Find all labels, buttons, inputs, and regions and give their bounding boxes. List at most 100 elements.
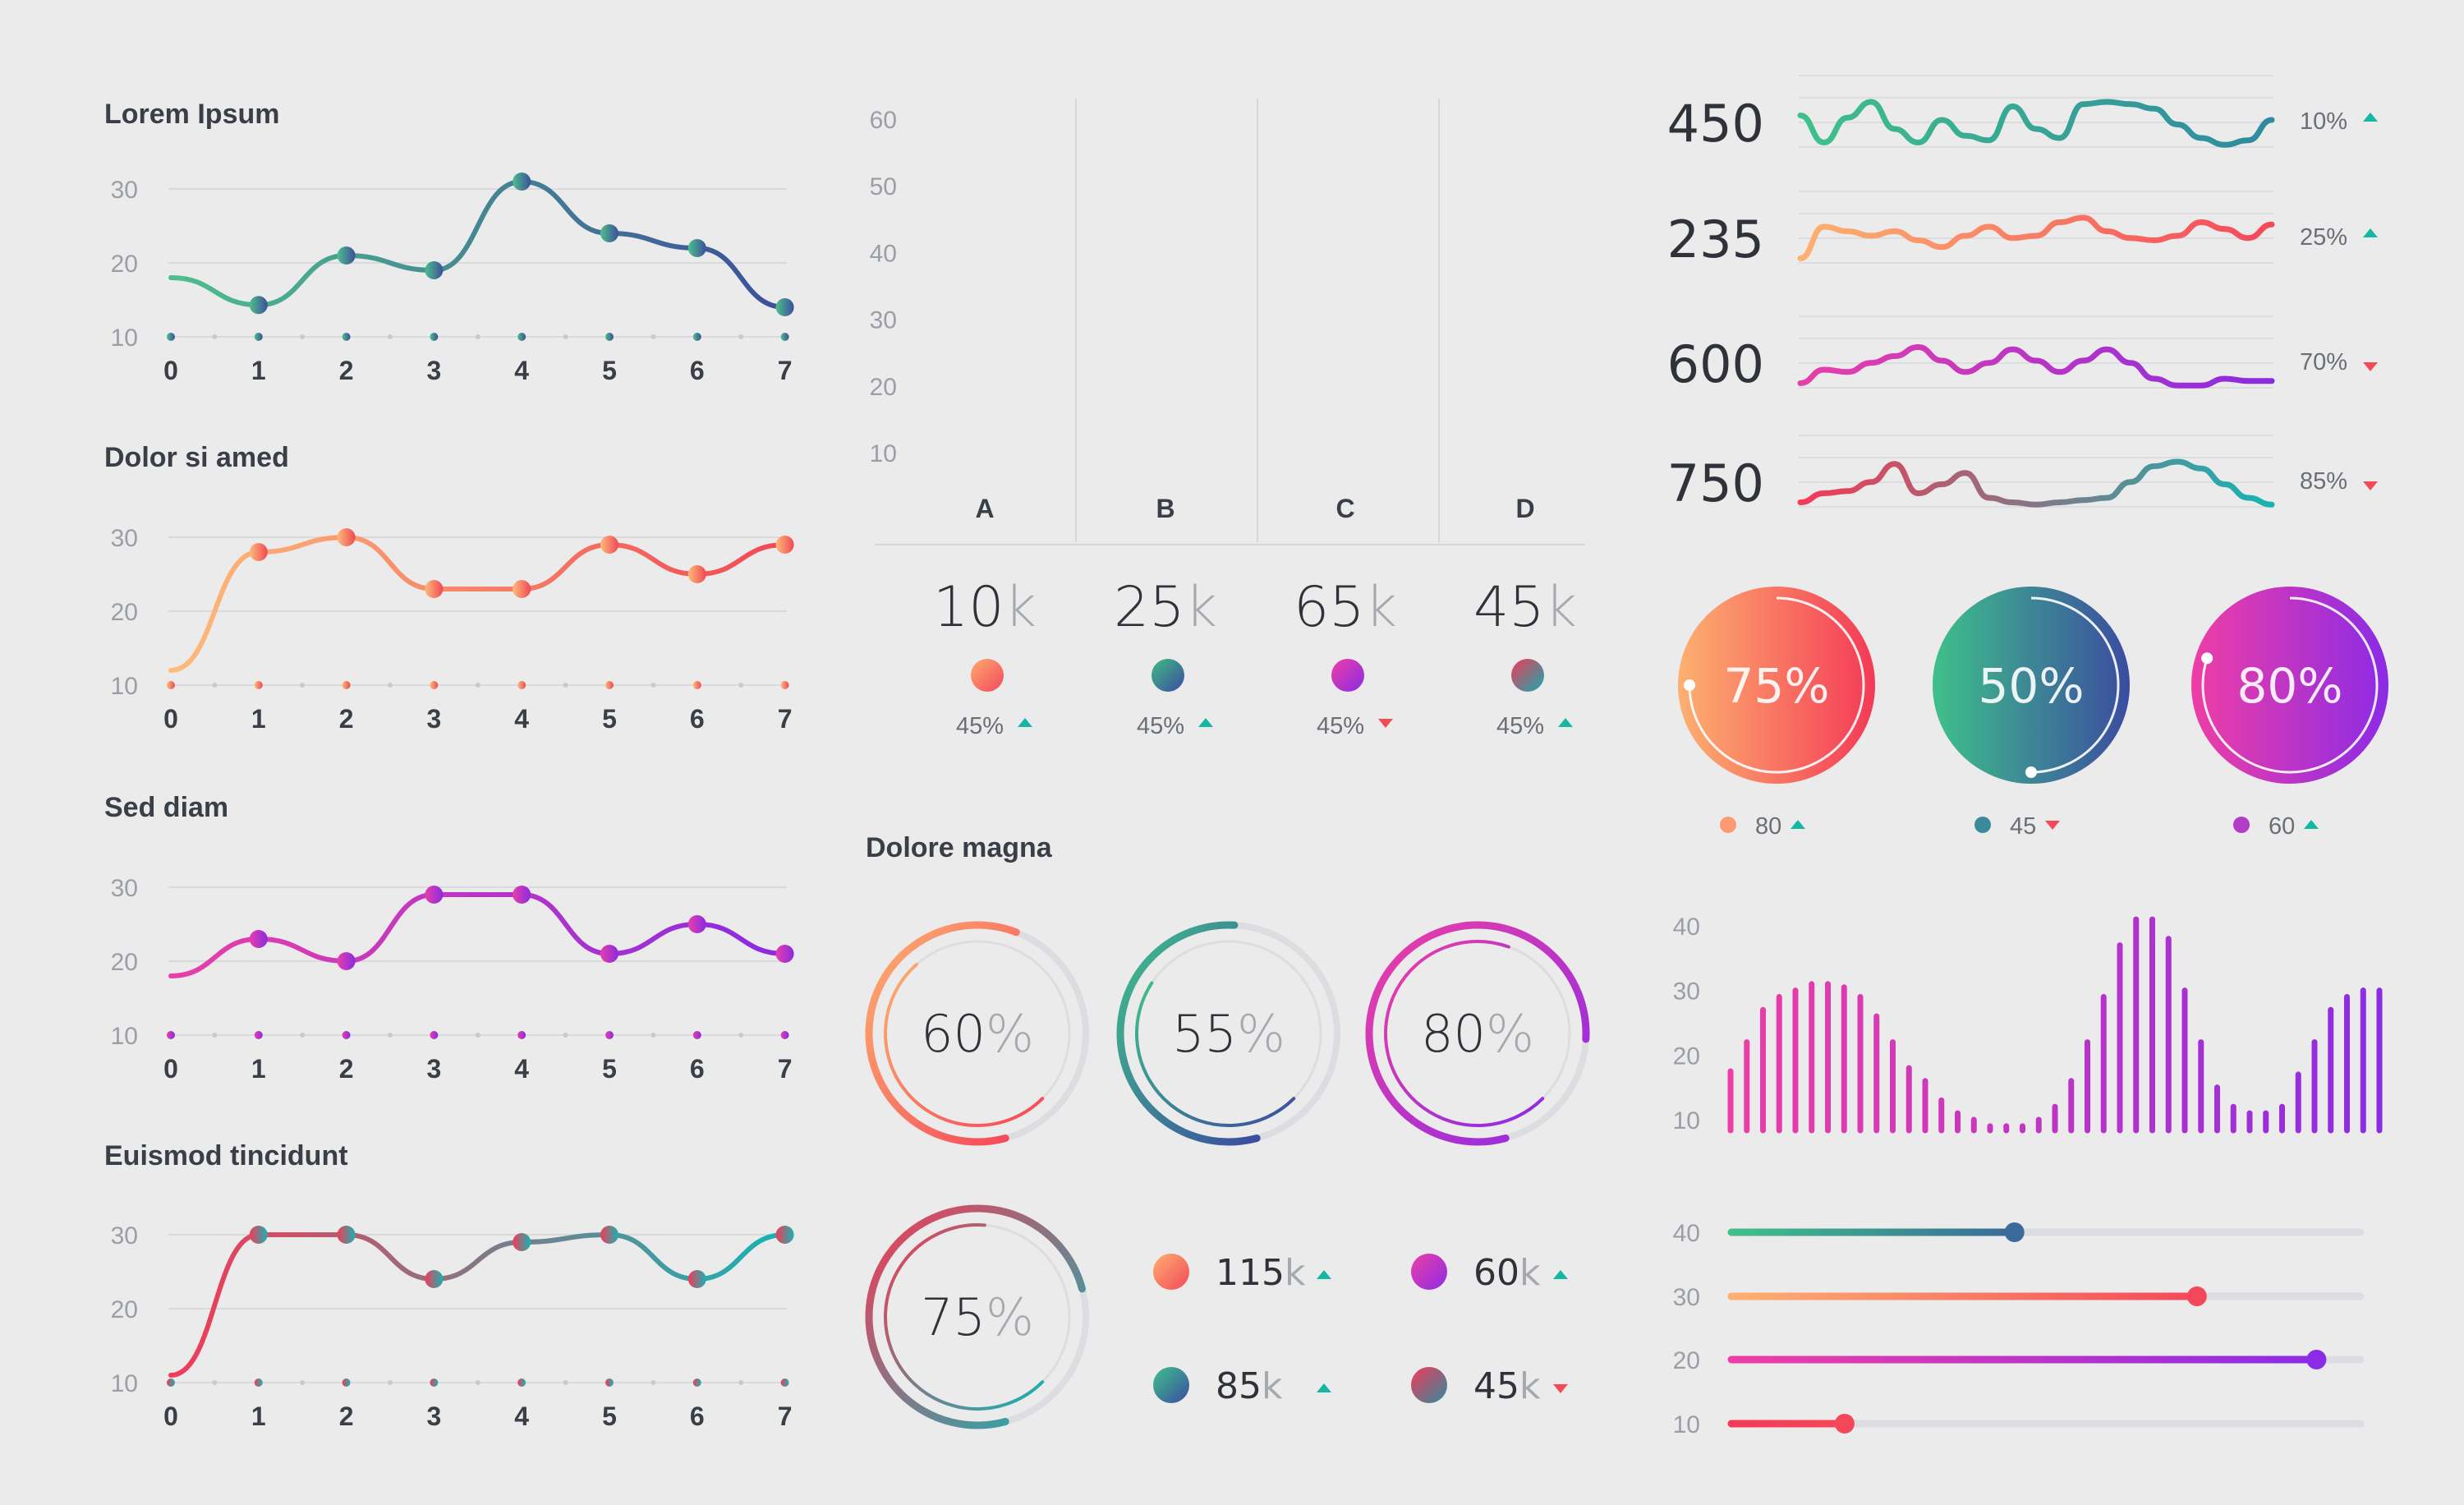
baseline-dot [430, 681, 439, 689]
stat-color-dot [1411, 1254, 1447, 1290]
stat-number: 60 [1473, 1252, 1519, 1294]
gauge-progress-inner [1384, 940, 1545, 1127]
baseline-dot [388, 683, 393, 688]
baseline-dot [342, 1378, 351, 1387]
stat-value: 60k [1473, 1252, 1541, 1294]
baseline-dot [167, 333, 175, 341]
baseline-dot [738, 1033, 744, 1038]
series-line [168, 1231, 788, 1378]
data-point [775, 298, 794, 316]
trend-down-icon [2363, 481, 2378, 490]
baseline-dot [475, 1033, 480, 1038]
y-tick-label: 40 [870, 240, 897, 267]
baseline-dot [342, 1031, 351, 1039]
sparkline [1797, 343, 2275, 389]
gauge-value: 80 [1421, 1004, 1486, 1064]
gauge-progress-outer [1116, 921, 1261, 1146]
data-point [249, 543, 268, 561]
trend-up-icon [2363, 113, 2378, 122]
y-tick-label: 10 [111, 324, 138, 352]
gauge-value: 55 [1172, 1004, 1237, 1064]
ball-fill [1933, 587, 2130, 784]
data-point [337, 952, 356, 970]
stat-unit: k [1262, 1365, 1283, 1407]
x-tick-label: 3 [427, 1054, 442, 1084]
baseline-dot [342, 333, 351, 341]
x-tick-label: 1 [251, 1401, 266, 1431]
ball-progress-knob [1684, 679, 1695, 691]
baseline-dot [517, 333, 526, 341]
trend-up-icon [2304, 820, 2319, 829]
data-point [425, 1270, 444, 1288]
gauge-progress-inner [884, 1223, 1045, 1411]
ball-progress-ring [2030, 596, 2120, 774]
x-tick-label: 0 [163, 704, 178, 734]
group-label: B [1156, 494, 1175, 523]
data-point [249, 1226, 268, 1244]
group-stat-value: 65k [1294, 575, 1397, 640]
slider [1727, 1350, 2365, 1369]
baseline-dot [780, 1378, 789, 1387]
data-point [600, 945, 618, 963]
baseline-dot [254, 1031, 263, 1039]
slider [1727, 1222, 2365, 1242]
baseline-dot [517, 1031, 526, 1039]
data-point [425, 261, 444, 279]
y-tick-label: 10 [1673, 1107, 1700, 1135]
x-tick-label: 6 [690, 1054, 705, 1084]
data-point [775, 1226, 794, 1244]
ball-label: 50% [1979, 658, 2085, 714]
ball-label: 75% [1724, 658, 1830, 714]
baseline-dot [300, 1033, 306, 1038]
data-point [337, 1226, 356, 1244]
baseline-dot [212, 1380, 218, 1385]
y-tick-label: 20 [111, 599, 138, 626]
x-tick-label: 5 [602, 704, 617, 734]
data-point [249, 296, 268, 315]
data-point [513, 173, 531, 191]
gauge-value: 75 [921, 1287, 986, 1347]
line-panel: 30 20 10 0 1 2 3 4 5 6 7 [111, 525, 794, 734]
stat-value: 45k [1473, 1365, 1541, 1407]
bar-group: C 65k 45% [1294, 161, 1397, 739]
stat-number: 25 [1114, 575, 1185, 640]
stat-value: 115k [1216, 1252, 1306, 1294]
baseline-dot [563, 1033, 568, 1038]
legend-dot [1974, 817, 1991, 833]
baseline-dot [388, 334, 393, 339]
x-tick-label: 0 [163, 1054, 178, 1084]
baseline-dot [692, 333, 701, 341]
ring-gauges: 60% 55% 80%75% [865, 921, 1590, 1429]
y-tick-label: 20 [111, 251, 138, 278]
stat-number: 45 [1473, 575, 1545, 640]
data-point [687, 565, 706, 583]
sparkline [1797, 458, 2275, 508]
data-point [337, 528, 356, 546]
trend-up-icon [1791, 820, 1805, 829]
ring-gauge: 55% [1116, 921, 1340, 1146]
data-point [600, 1226, 618, 1244]
series-line [168, 891, 788, 978]
percentage-ball: 50% 45 [1933, 587, 2130, 840]
legend-value: 60 [2269, 813, 2295, 840]
gauge-label: 60% [921, 1004, 1034, 1064]
data-point [425, 580, 444, 598]
x-tick-label: 3 [427, 1401, 442, 1431]
slider-list: 40 30 20 10 [1673, 1220, 2365, 1438]
trend-up-icon [1018, 718, 1032, 727]
baseline-dot [650, 334, 656, 339]
stat-number: 65 [1294, 575, 1365, 640]
x-tick-label: 2 [339, 356, 354, 385]
y-tick-label: 60 [870, 107, 897, 134]
x-tick-label: 1 [251, 356, 266, 385]
baseline-dot [254, 333, 263, 341]
panel-title-euismod-tincidunt: Euismod tincidunt [104, 1140, 348, 1171]
trend-down-icon [2363, 362, 2378, 371]
baseline-dot [517, 681, 526, 689]
group-percent: 45% [1317, 713, 1364, 739]
ball-progress-knob [2201, 652, 2213, 665]
group-label: A [975, 494, 994, 523]
panel-title-dolore-magna: Dolore magna [866, 832, 1053, 863]
